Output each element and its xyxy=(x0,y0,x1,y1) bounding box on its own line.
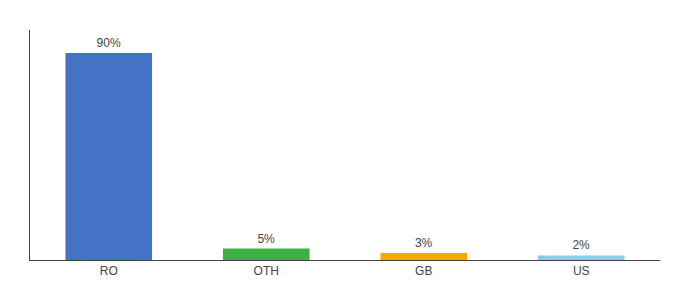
svg-text:3%: 3% xyxy=(415,236,433,250)
svg-text:90%: 90% xyxy=(97,36,121,50)
svg-text:2%: 2% xyxy=(572,238,590,252)
svg-text:RO: RO xyxy=(100,264,118,278)
svg-text:GB: GB xyxy=(415,264,432,278)
svg-text:OTH: OTH xyxy=(254,264,279,278)
svg-text:5%: 5% xyxy=(257,232,275,246)
svg-text:US: US xyxy=(573,264,590,278)
